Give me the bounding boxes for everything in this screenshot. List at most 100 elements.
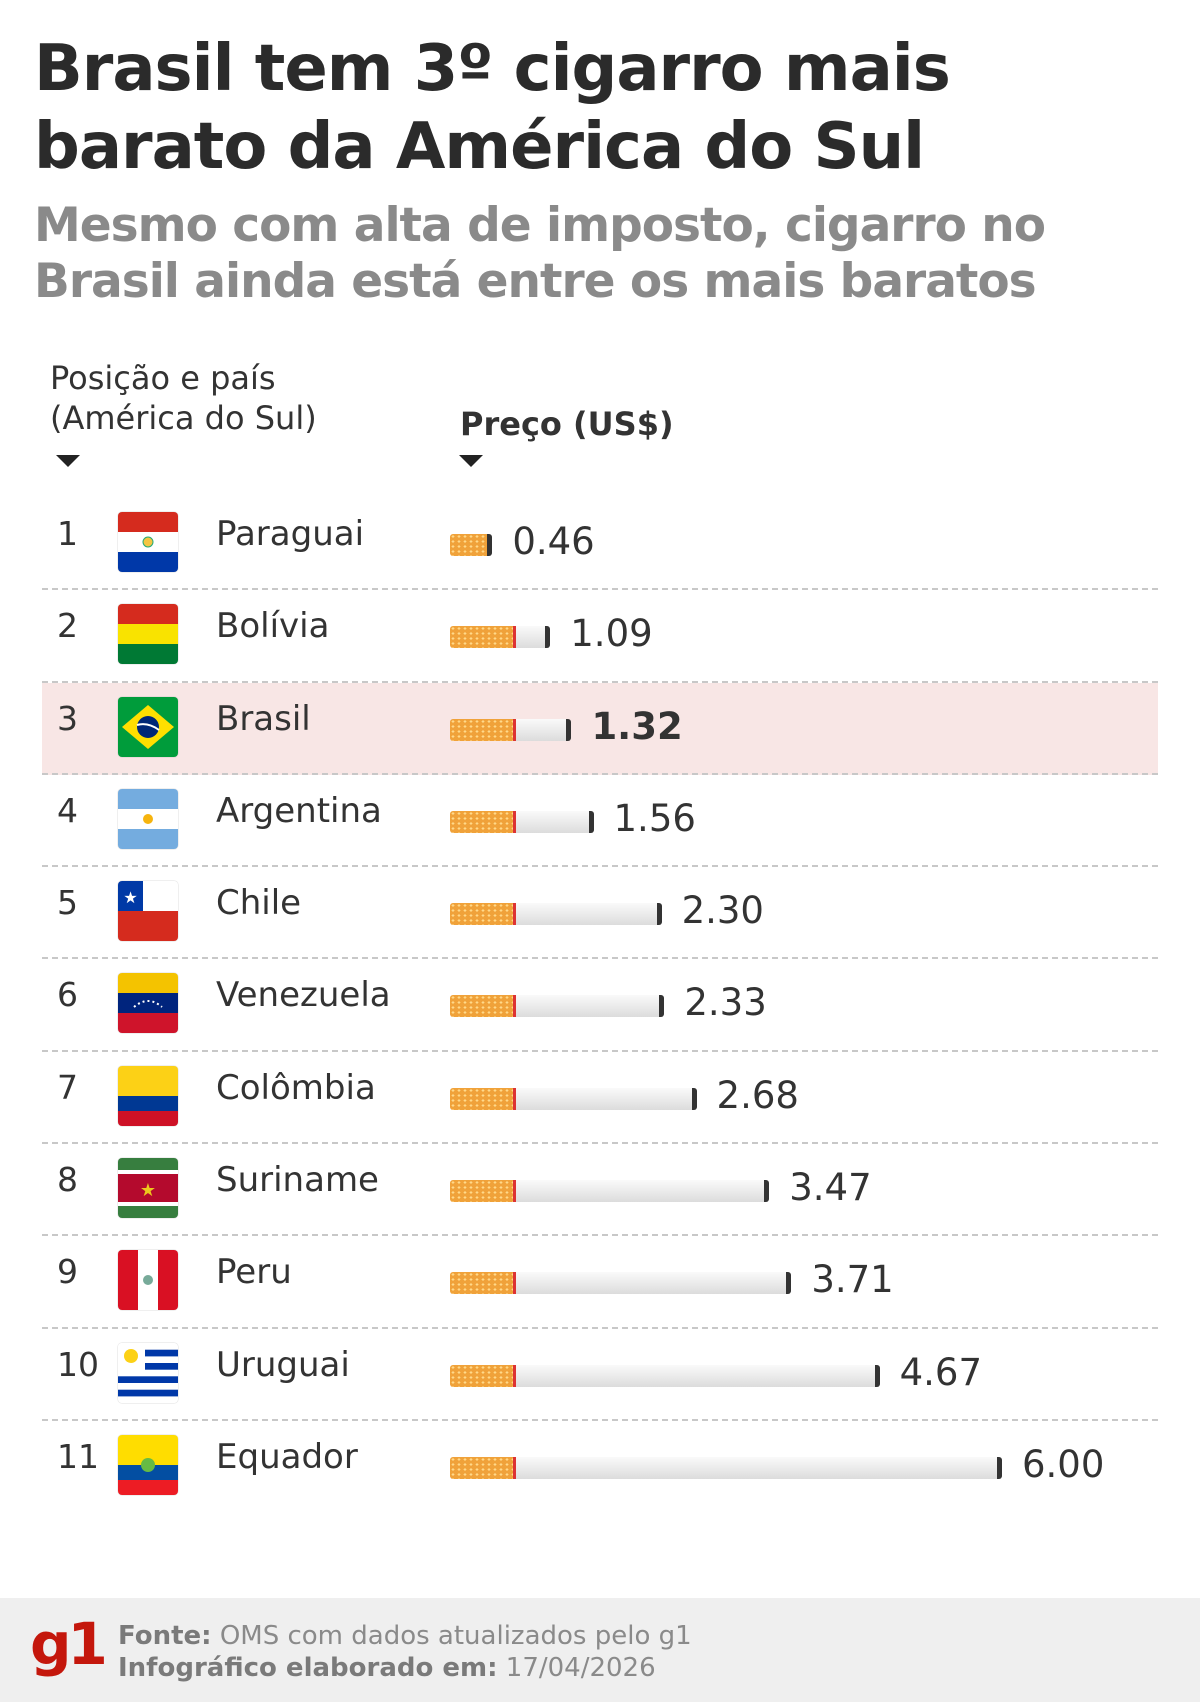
cigarette-paper — [513, 1364, 875, 1387]
cigarette-tip — [786, 1272, 792, 1295]
bar-cigarette — [450, 995, 665, 1018]
cigarette-paper — [513, 1180, 765, 1203]
bar-cigarette — [450, 626, 551, 649]
country-name: Brasil — [216, 698, 311, 739]
cigarette-filter — [450, 1180, 513, 1203]
flag-colombia-icon — [118, 1065, 178, 1126]
rank: 3 — [57, 698, 78, 738]
table-row: 10 Uruguai 4.67 — [42, 1329, 1158, 1421]
header-line: Posição e país — [50, 359, 276, 397]
value-label: 3.71 — [811, 1258, 894, 1302]
cigarette-filter — [450, 1364, 513, 1387]
value-label: 1.32 — [591, 704, 683, 748]
down-arrow-icon — [56, 455, 80, 467]
value-label: 6.00 — [1022, 1442, 1105, 1486]
cigarette-paper — [513, 1272, 787, 1295]
rank: 9 — [57, 1252, 78, 1292]
rank: 1 — [57, 514, 78, 553]
table-row: 3 Brasil 1.32 — [42, 682, 1158, 775]
svg-text:★: ★ — [140, 1180, 156, 1201]
chart-subtitle: Mesmo com alta de imposto, cigarro no Br… — [34, 198, 1046, 309]
cigarette-tip — [691, 1087, 697, 1110]
rank: 6 — [57, 975, 78, 1015]
value-label: 1.56 — [613, 796, 696, 840]
cigarette-filter — [450, 903, 513, 926]
cigarette-filter — [450, 1456, 513, 1479]
value-label: 2.30 — [681, 889, 764, 933]
table-row: 9 Peru 3.71 — [42, 1236, 1158, 1329]
flag-argentina-icon — [118, 788, 178, 849]
cigarette-filter — [450, 995, 513, 1018]
table-row: 6 Venezuela 2.33 — [42, 959, 1158, 1052]
table-row: 8 ★ Suriname 3.47 — [42, 1144, 1158, 1237]
bar-cigarette — [450, 718, 572, 741]
cigarette-filter — [450, 534, 488, 556]
cigarette-tip — [487, 534, 493, 556]
flag-brazil-icon — [118, 696, 178, 757]
cigarette-tip — [566, 718, 572, 741]
bar-cigarette — [450, 1180, 770, 1203]
bar-cigarette — [450, 903, 662, 926]
date-text: 17/04/2026 — [505, 1653, 656, 1683]
cigarette-paper — [513, 810, 589, 833]
bar-cigarette — [450, 1364, 880, 1387]
cigarette-tip — [588, 810, 594, 833]
date-label: Infográfico elaborado em: — [118, 1653, 498, 1683]
flag-bolivia-icon — [118, 604, 178, 665]
chart-title: Brasil tem 3º cigarro mais barato da Amé… — [34, 32, 951, 184]
cigarette-paper — [513, 903, 657, 926]
cigarette-paper — [513, 995, 660, 1018]
cigarette-filter — [450, 626, 513, 649]
flag-ecuador-icon — [118, 1434, 178, 1495]
date-line: Infográfico elaborado em: 17/04/2026 — [118, 1652, 656, 1684]
cigarette-tip — [874, 1364, 880, 1387]
rank: 2 — [57, 606, 78, 646]
rank: 10 — [57, 1344, 99, 1384]
value-label: 4.67 — [899, 1350, 983, 1394]
value-label: 3.47 — [789, 1166, 872, 1210]
table-row: 5 ★ Chile 2.30 — [42, 867, 1158, 960]
bar-cigarette — [450, 810, 594, 833]
country-name: Equador — [216, 1436, 358, 1477]
bar-cigarette — [450, 1087, 697, 1110]
down-arrow-icon — [459, 455, 483, 467]
rank: 8 — [57, 1160, 78, 1200]
cigarette-filter — [450, 810, 513, 833]
cigarette-tip — [659, 995, 665, 1018]
flag-venezuela-icon — [118, 973, 178, 1034]
svg-text:★: ★ — [123, 888, 137, 907]
cigarette-paper — [513, 1087, 692, 1110]
source-text: OMS com dados atualizados pelo g1 — [219, 1621, 692, 1651]
flag-paraguay-icon — [118, 512, 178, 572]
header-line: (América do Sul) — [50, 399, 317, 437]
bar-cigarette — [450, 1272, 792, 1295]
cigarette-tip — [997, 1456, 1002, 1479]
country-name: Chile — [216, 883, 302, 924]
country-name: Peru — [216, 1252, 292, 1293]
value-label: 2.68 — [716, 1073, 799, 1117]
flag-chile-icon: ★ — [118, 881, 178, 942]
cigarette-filter — [450, 718, 513, 741]
flag-suriname-icon: ★ — [118, 1158, 178, 1219]
cigarette-tip — [545, 626, 551, 649]
g1-logo: g1 — [30, 1610, 108, 1678]
cigarette-filter — [450, 1087, 513, 1110]
table-row: 7 Colômbia 2.68 — [42, 1052, 1158, 1145]
flag-uruguay-icon — [118, 1342, 178, 1403]
flag-peru-icon — [118, 1250, 178, 1311]
cigarette-filter — [450, 1272, 513, 1295]
table-row: 2 Bolívia 1.09 — [42, 590, 1158, 683]
cigarette-tip — [764, 1180, 770, 1203]
footer: g1 Fonte: OMS com dados atualizados pelo… — [0, 1598, 1200, 1702]
rank: 11 — [57, 1436, 99, 1476]
country-name: Venezuela — [216, 975, 391, 1016]
price-column-header: Preço (US$) — [460, 405, 674, 443]
rank: 4 — [57, 790, 78, 830]
country-name: Bolívia — [216, 606, 330, 647]
cigarette-paper — [513, 718, 567, 741]
source-label: Fonte: — [118, 1621, 212, 1651]
value-label: 0.46 — [512, 520, 595, 563]
chart-rows: 1 Paraguai 0.46 2 Bolívia 1.09 3 Brasil 1.… — [42, 498, 1158, 1513]
country-column-header: Posição e país (América do Sul) — [50, 358, 317, 438]
country-name: Uruguai — [216, 1344, 350, 1385]
